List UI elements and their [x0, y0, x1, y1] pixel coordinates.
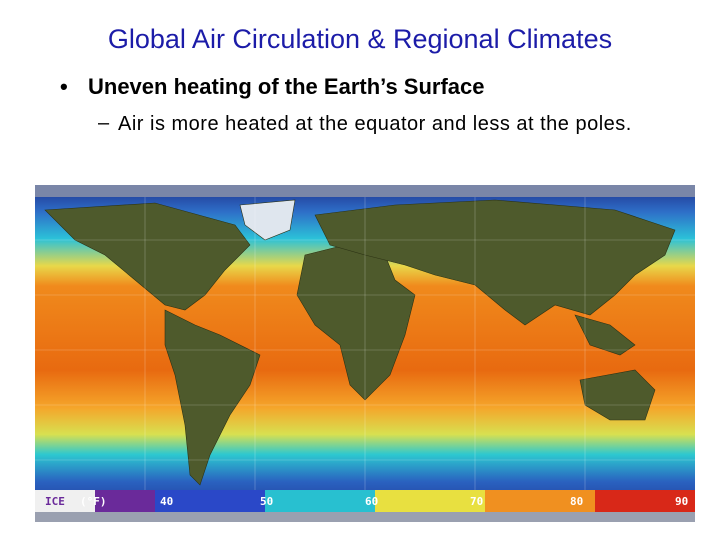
graticule [35, 197, 695, 490]
legend-label: 80 [570, 495, 583, 508]
legend-label: 60 [365, 495, 378, 508]
bullet-marker: • [60, 74, 68, 99]
sst-map: ICE (°F) 40 50 60 70 80 90 [35, 185, 695, 522]
slide-title: Global Air Circulation & Regional Climat… [107, 24, 613, 54]
legend-label: ICE [45, 495, 65, 508]
bullet-marker: – [98, 112, 110, 134]
legend-label: 50 [260, 495, 273, 508]
legend-label: 90 [675, 495, 688, 508]
continents [44, 199, 676, 486]
legend-label: 40 [160, 495, 173, 508]
color-legend [35, 490, 695, 522]
legend-label: (°F) [80, 495, 107, 508]
sub-bullet-text: Air is more heated at the equator and le… [118, 113, 632, 135]
map-header [35, 185, 695, 197]
legend-label: 70 [470, 495, 483, 508]
bullet-text: Uneven heating of the Earth’s Surface [88, 74, 485, 99]
